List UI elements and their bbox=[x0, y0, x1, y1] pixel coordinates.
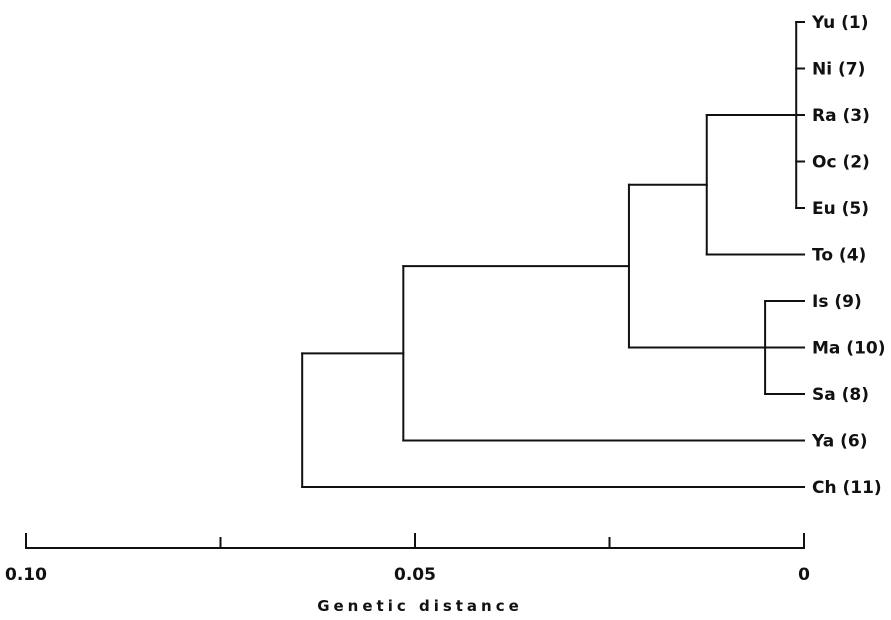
leaf-label-ch-11: Ch (11) bbox=[812, 478, 882, 498]
dendrogram-branches bbox=[301, 21, 805, 488]
leaf-label-ma-10: Ma (10) bbox=[812, 339, 886, 359]
distance-axis: 0.10 0.05 0 bbox=[5, 533, 810, 585]
leaf-label-ni-7: Ni (7) bbox=[812, 60, 865, 80]
axis-ticks bbox=[25, 533, 805, 549]
axis-tick-labels: 0.10 0.05 0 bbox=[5, 565, 810, 585]
axis-tick-label-0-1: 0.10 bbox=[5, 565, 47, 585]
axis-title: Genetic distance bbox=[317, 597, 523, 615]
leaf-label-eu-5: Eu (5) bbox=[812, 199, 869, 219]
axis-tick-label-0-05: 0.05 bbox=[394, 565, 436, 585]
leaf-label-is-9: Is (9) bbox=[812, 292, 862, 312]
leaf-label-ra-3: Ra (3) bbox=[812, 106, 870, 126]
leaf-label-yu-1: Yu (1) bbox=[811, 13, 868, 33]
axis-tick-label-0: 0 bbox=[798, 565, 810, 585]
leaf-label-to-4: To (4) bbox=[812, 246, 866, 266]
leaf-label-oc-2: Oc (2) bbox=[812, 153, 870, 173]
leaf-label-ya-6: Ya (6) bbox=[811, 432, 868, 452]
leaf-labels: Yu (1) Ni (7) Ra (3) Oc (2) Eu (5) To (4) Is (… bbox=[811, 13, 886, 498]
leaf-label-sa-8: Sa (8) bbox=[812, 385, 869, 405]
